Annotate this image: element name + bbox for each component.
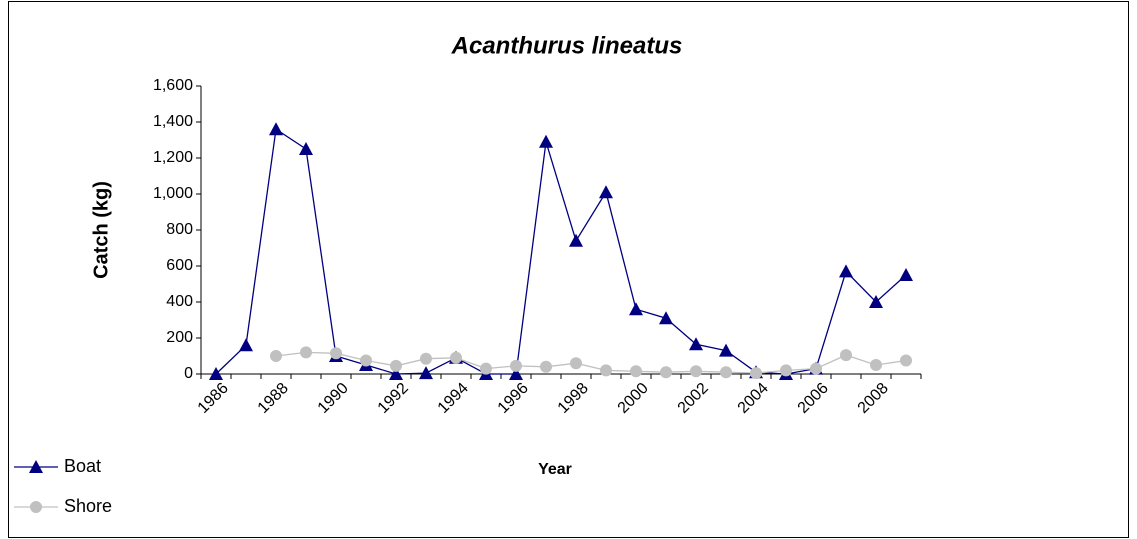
marker: [420, 352, 432, 365]
marker: [720, 366, 732, 379]
marker: [510, 359, 522, 372]
y-axis-label: Catch (kg): [90, 181, 112, 279]
marker: [480, 362, 492, 375]
y-tick-label: 1,200: [153, 149, 193, 166]
y-tick-label: 600: [166, 257, 193, 274]
marker: [719, 343, 733, 357]
marker: [509, 367, 523, 380]
marker: [299, 142, 313, 155]
marker: [570, 357, 582, 370]
marker: [330, 347, 342, 360]
marker: [540, 360, 552, 373]
x-axis-label: Year: [538, 461, 572, 478]
marker: [659, 311, 673, 325]
marker: [899, 268, 913, 281]
legend-label: Shore: [64, 496, 112, 516]
marker: [750, 367, 762, 380]
x-tick-label: 1992: [375, 380, 412, 417]
y-tick-label: 800: [166, 221, 193, 238]
marker: [690, 365, 702, 378]
x-tick-label: 2006: [795, 380, 832, 417]
x-tick-label: 2004: [735, 380, 772, 417]
marker: [869, 295, 883, 308]
marker: [780, 364, 792, 377]
marker: [840, 349, 852, 362]
marker: [270, 350, 282, 362]
marker: [539, 134, 553, 148]
x-tick-label: 2000: [615, 380, 652, 417]
chart-title: Acanthurus lineatus: [451, 32, 683, 59]
marker: [360, 354, 372, 367]
marker: [839, 264, 853, 278]
legend-marker: [30, 501, 42, 513]
x-tick-label: 1990: [315, 380, 352, 417]
x-tick-label: 1998: [555, 380, 592, 417]
y-tick-label: 1,000: [153, 185, 193, 202]
legend-label: Boat: [64, 456, 101, 476]
marker: [239, 338, 253, 352]
series-line: [275, 351, 907, 374]
marker: [810, 362, 822, 375]
y-tick-label: 400: [166, 293, 193, 310]
series-line: [215, 128, 907, 375]
marker: [390, 359, 402, 372]
y-tick-label: 1,400: [153, 113, 193, 130]
x-tick-label: 1986: [195, 380, 232, 417]
chart-border: [8, 1, 1129, 538]
marker: [419, 366, 433, 380]
x-tick-label: 1996: [495, 380, 532, 417]
marker: [870, 359, 882, 371]
marker: [600, 364, 612, 377]
marker: [599, 185, 613, 199]
x-tick-label: 2002: [675, 380, 712, 417]
marker: [300, 346, 312, 359]
marker: [389, 367, 403, 380]
legend-marker: [29, 460, 43, 473]
x-tick-label: 1988: [255, 380, 292, 417]
marker: [689, 337, 703, 351]
marker: [269, 122, 283, 136]
y-tick-label: 200: [166, 329, 193, 346]
y-tick-label: 1,600: [153, 77, 193, 94]
marker: [569, 233, 583, 247]
marker: [900, 354, 912, 367]
marker: [450, 351, 462, 364]
marker: [660, 366, 672, 379]
x-tick-label: 2008: [855, 380, 892, 417]
x-tick-label: 1994: [435, 380, 472, 417]
y-tick-label: 0: [184, 365, 193, 382]
marker: [209, 367, 223, 380]
marker: [630, 365, 642, 378]
marker: [629, 302, 643, 316]
